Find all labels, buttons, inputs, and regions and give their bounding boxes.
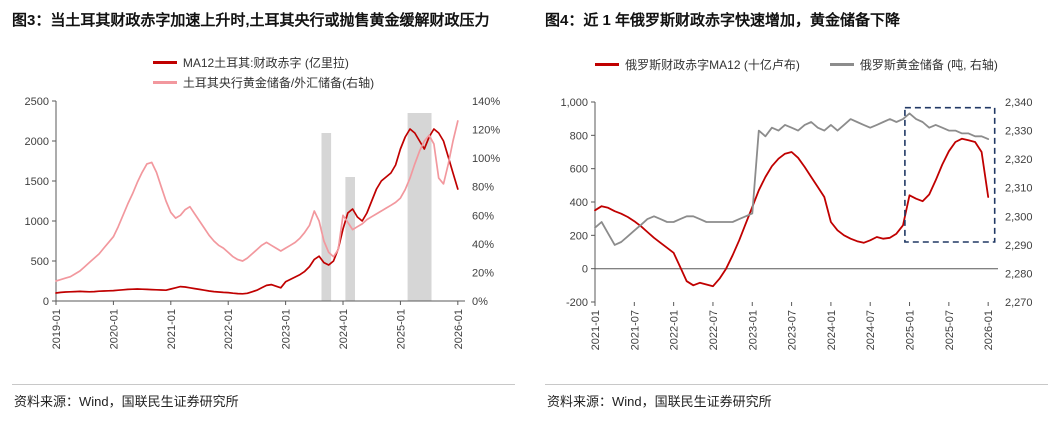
- y-left-tick-label: 400: [570, 197, 588, 209]
- legend-swatch: [152, 61, 177, 64]
- turkey-gold-fx-reserve-ratio-line: [55, 120, 459, 282]
- x-tick-label: 2021-01: [166, 309, 178, 349]
- x-tick-label: 2025-07: [944, 310, 956, 350]
- x-tick-label: 2025-01: [395, 309, 407, 349]
- figure-4-chart: -200 0 200 400 600 800 1,000 2,270 2,280 2,290 2,3…: [560, 97, 1033, 350]
- figure-4-legend: 俄罗斯财政赤字MA12 (十亿卢布) 俄罗斯黄金储备 (吨, 右轴): [545, 56, 1048, 90]
- x-tick-label: 2026-01: [453, 309, 465, 349]
- figure-3-legend: MA12土耳其:财政赤字 (亿里拉) 土耳其央行黄金储备/外汇储备(右轴): [152, 54, 375, 91]
- y-right-tick-label: 2,270: [1005, 297, 1033, 309]
- figure-3-chart: 0 500 1000 1500 2000 2500 0% 20% 40% 60% 80% 100% 12…: [25, 96, 501, 349]
- legend-swatch: [595, 63, 620, 66]
- y-left-tick-label: 0: [582, 264, 588, 276]
- figure-3-title: 图3：当土耳其财政赤字加速上升时,土耳其央行或抛售黄金缓解财政压力: [12, 12, 490, 29]
- x-tick-label: 2023-01: [281, 309, 293, 349]
- russia-fiscal-deficit-line: [594, 137, 990, 288]
- y-right-tick-label: 2,280: [1005, 268, 1033, 280]
- y-left-tick-label: 0: [43, 296, 49, 308]
- x-tick-label: 2023-07: [787, 310, 799, 350]
- x-tick-label: 2025-01: [905, 310, 917, 350]
- x-tick-label: 2022-01: [669, 310, 681, 350]
- y-right-tick-label: 2,320: [1005, 154, 1033, 166]
- x-tick-label: 2021-07: [629, 310, 641, 350]
- y-right-tick-label: 2,310: [1005, 183, 1033, 195]
- y-right-tick-label: 100%: [472, 153, 500, 165]
- y-left-tick-label: 600: [570, 164, 588, 176]
- figure-4-source: 资料来源：Wind，国联民生证券研究所: [545, 384, 1048, 424]
- highlight-rect: [904, 106, 996, 243]
- x-tick-label: 2024-01: [338, 309, 350, 349]
- y-right-tick-label: 2,300: [1005, 211, 1033, 223]
- y-right-tick-label: 0%: [472, 296, 488, 308]
- figure-4-title: 图4：近 1 年俄罗斯财政赤字快速增加，黄金储备下降: [545, 12, 901, 29]
- y-left-tick-label: 2500: [25, 96, 49, 108]
- panel-figure-3: 图3：当土耳其财政赤字加速上升时,土耳其央行或抛售黄金缓解财政压力 MA12土耳…: [12, 10, 515, 424]
- x-tick-label: 2022-07: [708, 310, 720, 350]
- highlight-band: [345, 177, 355, 301]
- y-left-tick-label: 800: [570, 130, 588, 142]
- y-right-tick-label: 80%: [472, 182, 494, 194]
- x-tick-label: 2019-01: [51, 309, 63, 349]
- y-right-tick-label: 2,340: [1005, 97, 1033, 109]
- y-left-tick-label: 1,000: [560, 97, 588, 109]
- turkey-fiscal-deficit-line: [55, 128, 459, 295]
- y-right-tick-label: 60%: [472, 210, 494, 222]
- y-right-tick-label: 40%: [472, 239, 494, 251]
- y-left-tick-label: 1000: [25, 216, 49, 228]
- y-right-tick-label: 140%: [472, 96, 500, 108]
- legend-swatch: [152, 81, 177, 84]
- x-tick-label: 2020-01: [108, 309, 120, 349]
- figure-3-source: 资料来源：Wind，国联民生证券研究所: [12, 384, 515, 424]
- y-right-tick-label: 120%: [472, 125, 500, 137]
- y-left-tick-label: 200: [570, 230, 588, 242]
- x-tick-label: 2023-01: [747, 310, 759, 350]
- x-tick-label: 2024-07: [865, 310, 877, 350]
- y-right-tick-label: 2,290: [1005, 240, 1033, 252]
- legend-label: 俄罗斯黄金储备 (吨, 右轴): [859, 58, 998, 72]
- legend-label: 土耳其央行黄金储备/外汇储备(右轴): [182, 76, 375, 90]
- y-left-tick-label: 1500: [25, 176, 49, 188]
- legend-item: 俄罗斯黄金储备 (吨, 右轴): [829, 56, 998, 73]
- highlight-band: [407, 113, 432, 301]
- x-tick-label: 2024-01: [826, 310, 838, 350]
- y-left-tick-label: -200: [566, 297, 588, 309]
- x-tick-label: 2022-01: [223, 309, 235, 349]
- legend-item: 土耳其央行黄金储备/外汇储备(右轴): [152, 74, 375, 91]
- x-tick-label: 2026-01: [983, 310, 995, 350]
- panel-figure-4: 图4：近 1 年俄罗斯财政赤字快速增加，黄金储备下降 俄罗斯财政赤字MA12 (…: [545, 10, 1048, 424]
- y-right-tick-label: 2,330: [1005, 126, 1033, 138]
- highlight-band: [321, 133, 332, 301]
- y-left-tick-label: 2000: [25, 136, 49, 148]
- y-right-tick-label: 20%: [472, 267, 494, 279]
- y-left-tick-label: 500: [31, 256, 49, 268]
- legend-swatch: [829, 63, 854, 66]
- russia-gold-reserves-line: [594, 112, 990, 246]
- legend-item: 俄罗斯财政赤字MA12 (十亿卢布): [595, 56, 800, 73]
- legend-label: MA12土耳其:财政赤字 (亿里拉): [182, 56, 349, 70]
- x-tick-label: 2021-01: [590, 310, 602, 350]
- legend-label: 俄罗斯财政赤字MA12 (十亿卢布): [625, 58, 800, 72]
- legend-item: MA12土耳其:财政赤字 (亿里拉): [152, 54, 374, 71]
